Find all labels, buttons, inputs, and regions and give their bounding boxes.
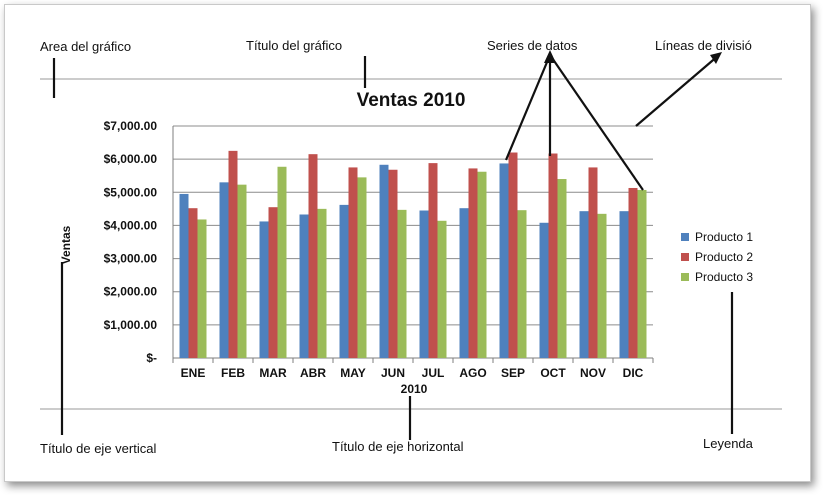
y-tick-label: $1,000.00: [104, 318, 158, 332]
bars: [179, 150, 647, 358]
legend-label: Producto 3: [695, 270, 753, 284]
bar: [308, 154, 318, 358]
pointer-series-3: [549, 54, 644, 191]
bar: [539, 222, 549, 358]
arrowhead-gridlines: [710, 52, 722, 64]
bar: [388, 169, 398, 358]
bar: [548, 153, 558, 358]
bar: [468, 168, 478, 358]
y-tick-label: $4,000.00: [104, 218, 158, 232]
annotation-data-series: Series de datos: [487, 38, 578, 53]
y-tick-label: $-: [146, 351, 157, 365]
y-axis-tick-labels: $- $1,000.00 $2,000.00 $3,000.00 $4,000.00 $5…: [104, 119, 158, 365]
bar: [179, 193, 189, 358]
bar: [508, 152, 518, 358]
bar: [588, 167, 598, 358]
x-tick-label: MAR: [259, 366, 287, 380]
pointer-series-1: [504, 54, 552, 161]
bar: [628, 187, 638, 358]
pointer-gridlines: [635, 54, 720, 127]
bar: [517, 210, 527, 358]
arrowhead-series: [544, 50, 556, 63]
x-tick-label: DIC: [623, 366, 644, 380]
legend-label: Producto 2: [695, 250, 753, 264]
bar: [619, 211, 629, 358]
bar: [477, 171, 487, 358]
y-tick-label: $6,000.00: [104, 152, 158, 166]
bar: [637, 189, 647, 358]
bar: [237, 184, 247, 358]
x-tick-label: AGO: [459, 366, 486, 380]
annotation-chart-title: Título del gráfico: [246, 38, 342, 53]
bar: [219, 182, 229, 358]
x-tick-label: FEB: [221, 366, 245, 380]
x-tick-label: OCT: [540, 366, 566, 380]
gridlines: [172, 125, 654, 363]
bar: [379, 164, 389, 358]
legend-swatch: [681, 273, 689, 281]
annotation-horizontal-axis-title: Título de eje horizontal: [332, 439, 464, 454]
bar: [348, 167, 358, 358]
y-tick-label: $2,000.00: [104, 285, 158, 299]
legend-swatch: [681, 253, 689, 261]
x-tick-label: ABR: [300, 366, 326, 380]
bar: [428, 163, 438, 358]
bar: [419, 210, 429, 358]
bar: [579, 211, 589, 358]
bar: [597, 213, 607, 358]
bar: [317, 208, 327, 358]
legend-swatch: [681, 233, 689, 241]
bar: [228, 150, 238, 358]
annotation-legend: Leyenda: [703, 436, 754, 451]
bar: [357, 177, 367, 358]
x-tick-label: JUL: [422, 366, 445, 380]
x-axis-title: 2010: [401, 382, 428, 396]
y-axis-title: Ventas: [59, 225, 73, 264]
legend: Producto 1 Producto 2 Producto 3: [681, 230, 753, 284]
chart-title: Ventas 2010: [357, 90, 466, 111]
chart-area-frame: [4, 4, 811, 482]
bar: [259, 221, 269, 358]
x-tick-label: SEP: [501, 366, 525, 380]
x-axis-category-labels: ENE FEB MAR ABR MAY JUN JUL AGO SEP OCT NOV DIC: [181, 366, 644, 380]
annotation-vertical-axis-title: Título de eje vertical: [40, 441, 156, 456]
annotation-chart-area: Area del gráfico: [40, 39, 131, 54]
x-tick-label: MAY: [340, 366, 366, 380]
y-tick-label: $7,000.00: [104, 119, 158, 133]
bar: [459, 208, 469, 358]
bar: [299, 214, 309, 358]
bar: [397, 209, 407, 358]
y-tick-label: $5,000.00: [104, 185, 158, 199]
annotation-gridlines: Líneas de divisió: [655, 38, 752, 53]
bar: [188, 208, 198, 358]
arrowheads: [544, 50, 722, 64]
bar: [197, 219, 207, 358]
bar: [557, 179, 567, 358]
bar: [499, 163, 509, 358]
bar: [437, 220, 447, 358]
x-tick-label: ENE: [181, 366, 206, 380]
y-tick-label: $3,000.00: [104, 252, 158, 266]
bar: [268, 207, 278, 358]
bar: [277, 166, 287, 358]
legend-label: Producto 1: [695, 230, 753, 244]
bar: [339, 204, 349, 358]
x-tick-label: JUN: [381, 366, 405, 380]
annotation-pointers: [52, 54, 734, 440]
x-tick-label: NOV: [580, 366, 606, 380]
